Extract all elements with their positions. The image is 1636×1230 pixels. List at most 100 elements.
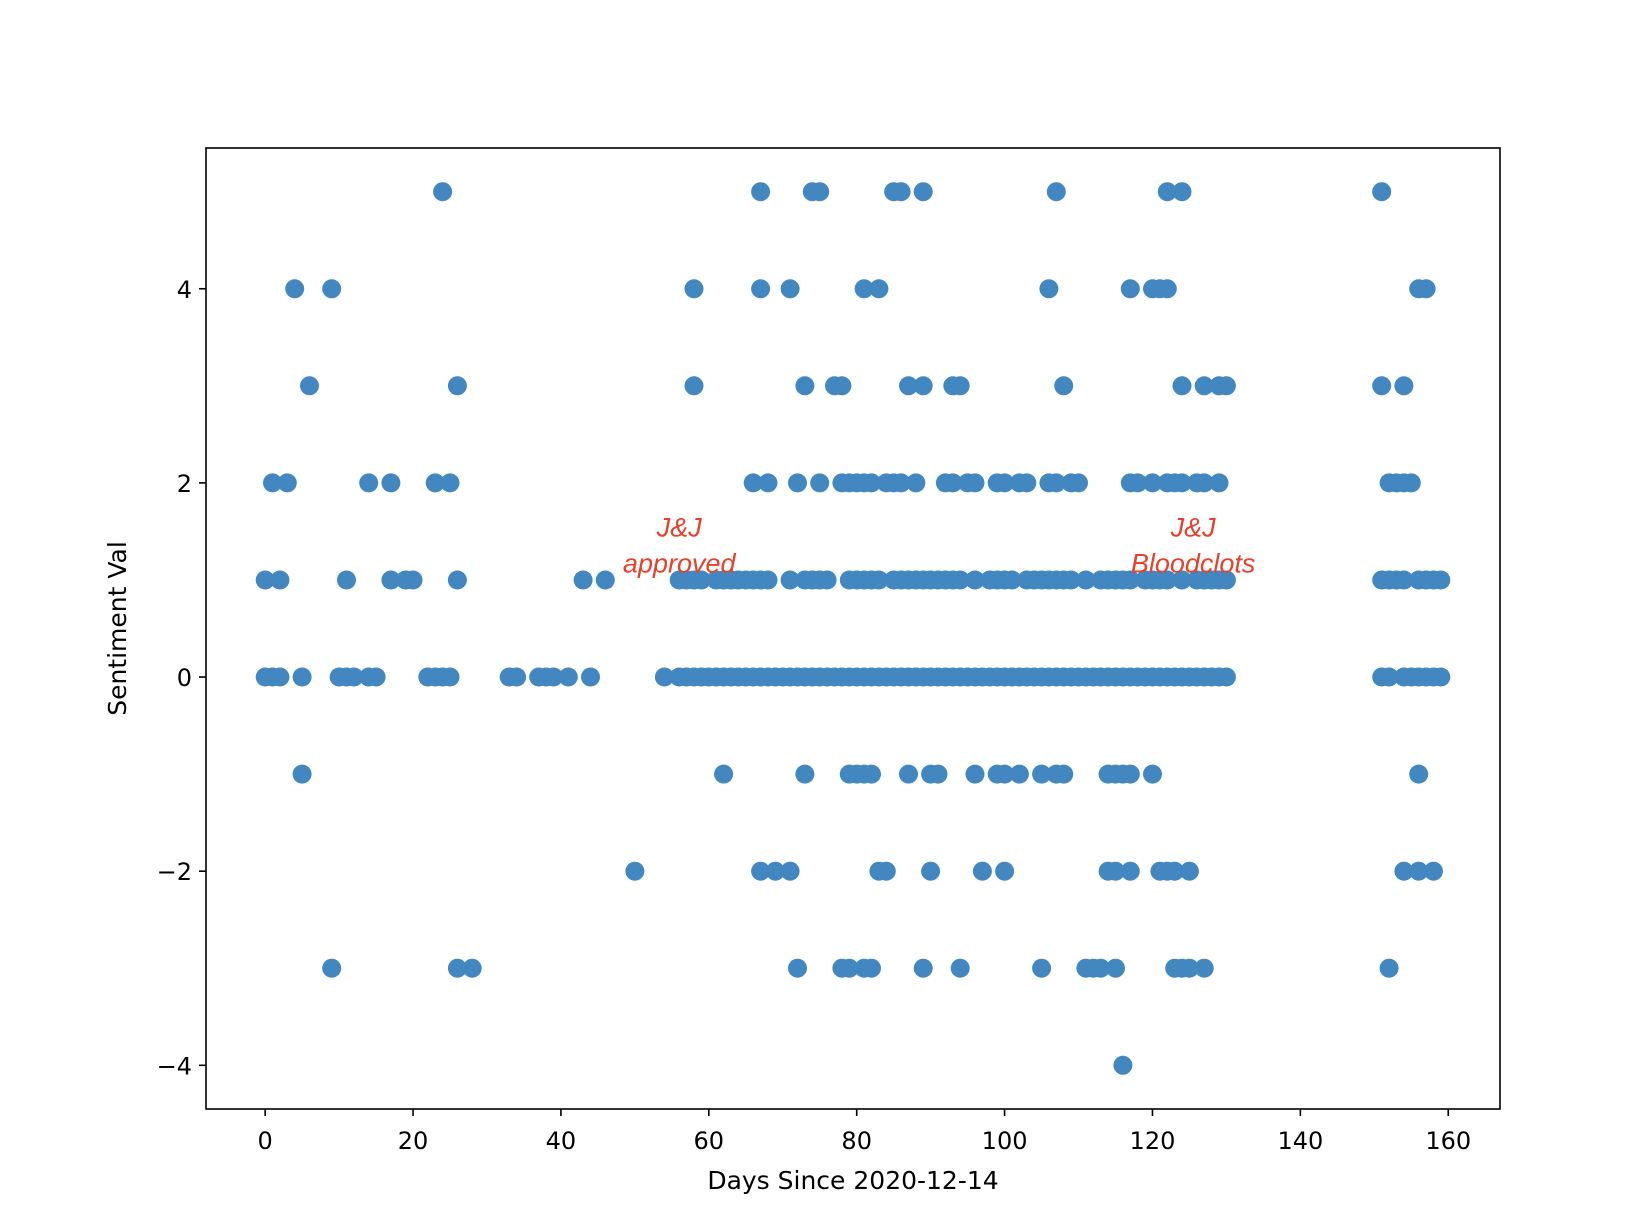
data-point [462, 958, 482, 978]
data-point [1128, 473, 1148, 493]
annotation-label: J&J [1170, 512, 1217, 542]
data-point [810, 473, 830, 493]
data-point [507, 667, 527, 687]
data-point [440, 667, 460, 687]
data-point [972, 861, 992, 881]
data-point [270, 667, 290, 687]
data-point [344, 667, 364, 687]
data-point [1106, 958, 1125, 978]
data-point [684, 279, 704, 299]
data-point [1194, 473, 1214, 493]
data-point [1120, 279, 1140, 299]
data-point [1172, 376, 1192, 396]
data-point [758, 570, 778, 590]
data-point [300, 376, 319, 396]
data-point [1431, 667, 1451, 687]
data-point [1394, 861, 1414, 881]
data-point [1143, 473, 1162, 493]
data-point [1046, 182, 1066, 202]
data-point [1372, 376, 1392, 396]
data-point [1372, 182, 1392, 202]
data-point [1179, 958, 1199, 978]
data-point [913, 958, 933, 978]
data-point [913, 182, 933, 202]
data-point [1394, 376, 1414, 396]
data-point [1431, 570, 1451, 590]
data-point [869, 570, 889, 590]
data-point [1409, 861, 1429, 881]
x-tick-label: 120 [1130, 1127, 1176, 1155]
data-point [1394, 570, 1414, 590]
data-point [780, 279, 800, 299]
data-point [891, 182, 911, 202]
data-point [1120, 570, 1140, 590]
data-point [1157, 182, 1177, 202]
data-point [758, 473, 778, 493]
annotation-label: J&J [656, 512, 703, 542]
data-point [322, 279, 342, 299]
data-point [1165, 861, 1185, 881]
data-point [403, 570, 423, 590]
x-tick-label: 160 [1425, 1127, 1471, 1155]
annotation-label: Bloodclots [1131, 548, 1256, 578]
data-point [447, 570, 467, 590]
data-point [1091, 958, 1111, 978]
data-point [1106, 861, 1125, 881]
data-point [277, 473, 297, 493]
data-point [558, 667, 578, 687]
data-point [876, 861, 896, 881]
data-point [950, 958, 970, 978]
data-point [950, 570, 970, 590]
y-tick-label: −4 [157, 1052, 192, 1080]
data-point [743, 473, 763, 493]
data-point [447, 958, 467, 978]
data-point [899, 764, 918, 784]
data-point [714, 764, 734, 784]
x-axis: 0 20 40 60 80 100 120 140 160 [258, 1109, 1471, 1155]
y-tick-label: 4 [177, 276, 192, 304]
data-point [1209, 473, 1229, 493]
data-point [965, 473, 985, 493]
data-point [1143, 764, 1162, 784]
data-point [765, 861, 785, 881]
data-point [1069, 473, 1088, 493]
data-point [433, 182, 453, 202]
y-tick-label: −2 [157, 858, 192, 886]
data-point [1017, 473, 1037, 493]
x-tick-label: 40 [546, 1127, 577, 1155]
data-point [780, 570, 800, 590]
data-point [1157, 570, 1177, 590]
data-point [965, 570, 985, 590]
data-point [995, 861, 1015, 881]
data-point [1054, 764, 1074, 784]
y-tick-label: 0 [177, 664, 192, 692]
data-point [751, 861, 771, 881]
data-point [447, 376, 467, 396]
data-point [780, 861, 800, 881]
data-point [337, 570, 356, 590]
data-point [255, 570, 275, 590]
x-tick-label: 20 [398, 1127, 429, 1155]
data-point [440, 473, 460, 493]
data-point [1009, 764, 1029, 784]
data-point [869, 279, 889, 299]
data-point [691, 570, 711, 590]
y-axis: −4 −2 0 2 4 [157, 276, 206, 1080]
data-point [581, 667, 600, 687]
data-point [263, 473, 282, 493]
annotation-label: approved [623, 548, 737, 578]
data-point [270, 570, 290, 590]
data-point [1409, 764, 1429, 784]
data-point [1401, 473, 1421, 493]
data-point [359, 473, 379, 493]
data-point [899, 376, 918, 396]
data-point [1032, 958, 1052, 978]
data-point [995, 764, 1015, 784]
data-point [1216, 570, 1236, 590]
y-axis-title: Sentiment Val [103, 541, 132, 716]
data-point [943, 473, 963, 493]
data-point [544, 667, 563, 687]
data-point [1172, 570, 1192, 590]
data-point [862, 764, 881, 784]
x-tick-label: 0 [258, 1127, 273, 1155]
